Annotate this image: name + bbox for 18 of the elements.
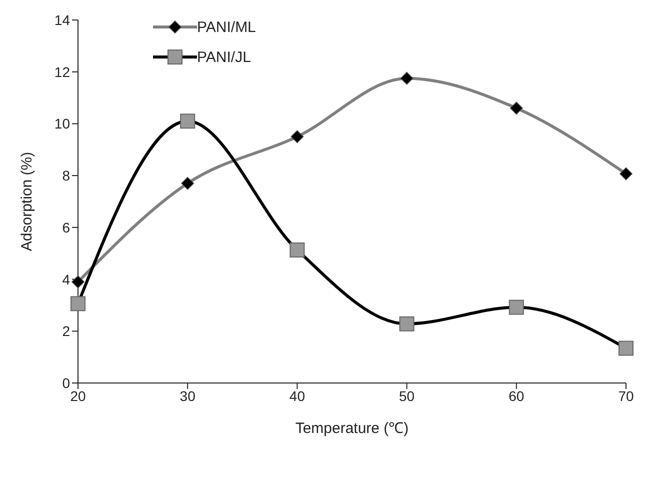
legend-label: PANI/ML <box>197 18 256 36</box>
y-tick-label: 6 <box>62 219 70 236</box>
x-tick-label: 20 <box>70 388 86 404</box>
y-tick-label: 0 <box>62 374 70 391</box>
x-tick-label: 70 <box>618 388 634 404</box>
y-axis-title: Adsorption (%) <box>18 152 36 252</box>
y-tick-label: 8 <box>62 168 70 184</box>
y-tick-label: 2 <box>62 323 70 340</box>
y-tick-label: 4 <box>62 271 70 288</box>
x-tick-label: 60 <box>508 388 524 404</box>
x-tick-label: 40 <box>289 388 306 404</box>
x-tick-label: 30 <box>180 388 196 404</box>
x-axis-title: Temperature (℃) <box>295 420 409 437</box>
legend-label: PANI/JL <box>197 48 251 66</box>
x-tick-label: 50 <box>399 388 415 404</box>
y-tick-label: 14 <box>54 12 70 28</box>
y-tick-label: 10 <box>54 116 70 132</box>
y-tick-label: 12 <box>54 64 70 80</box>
